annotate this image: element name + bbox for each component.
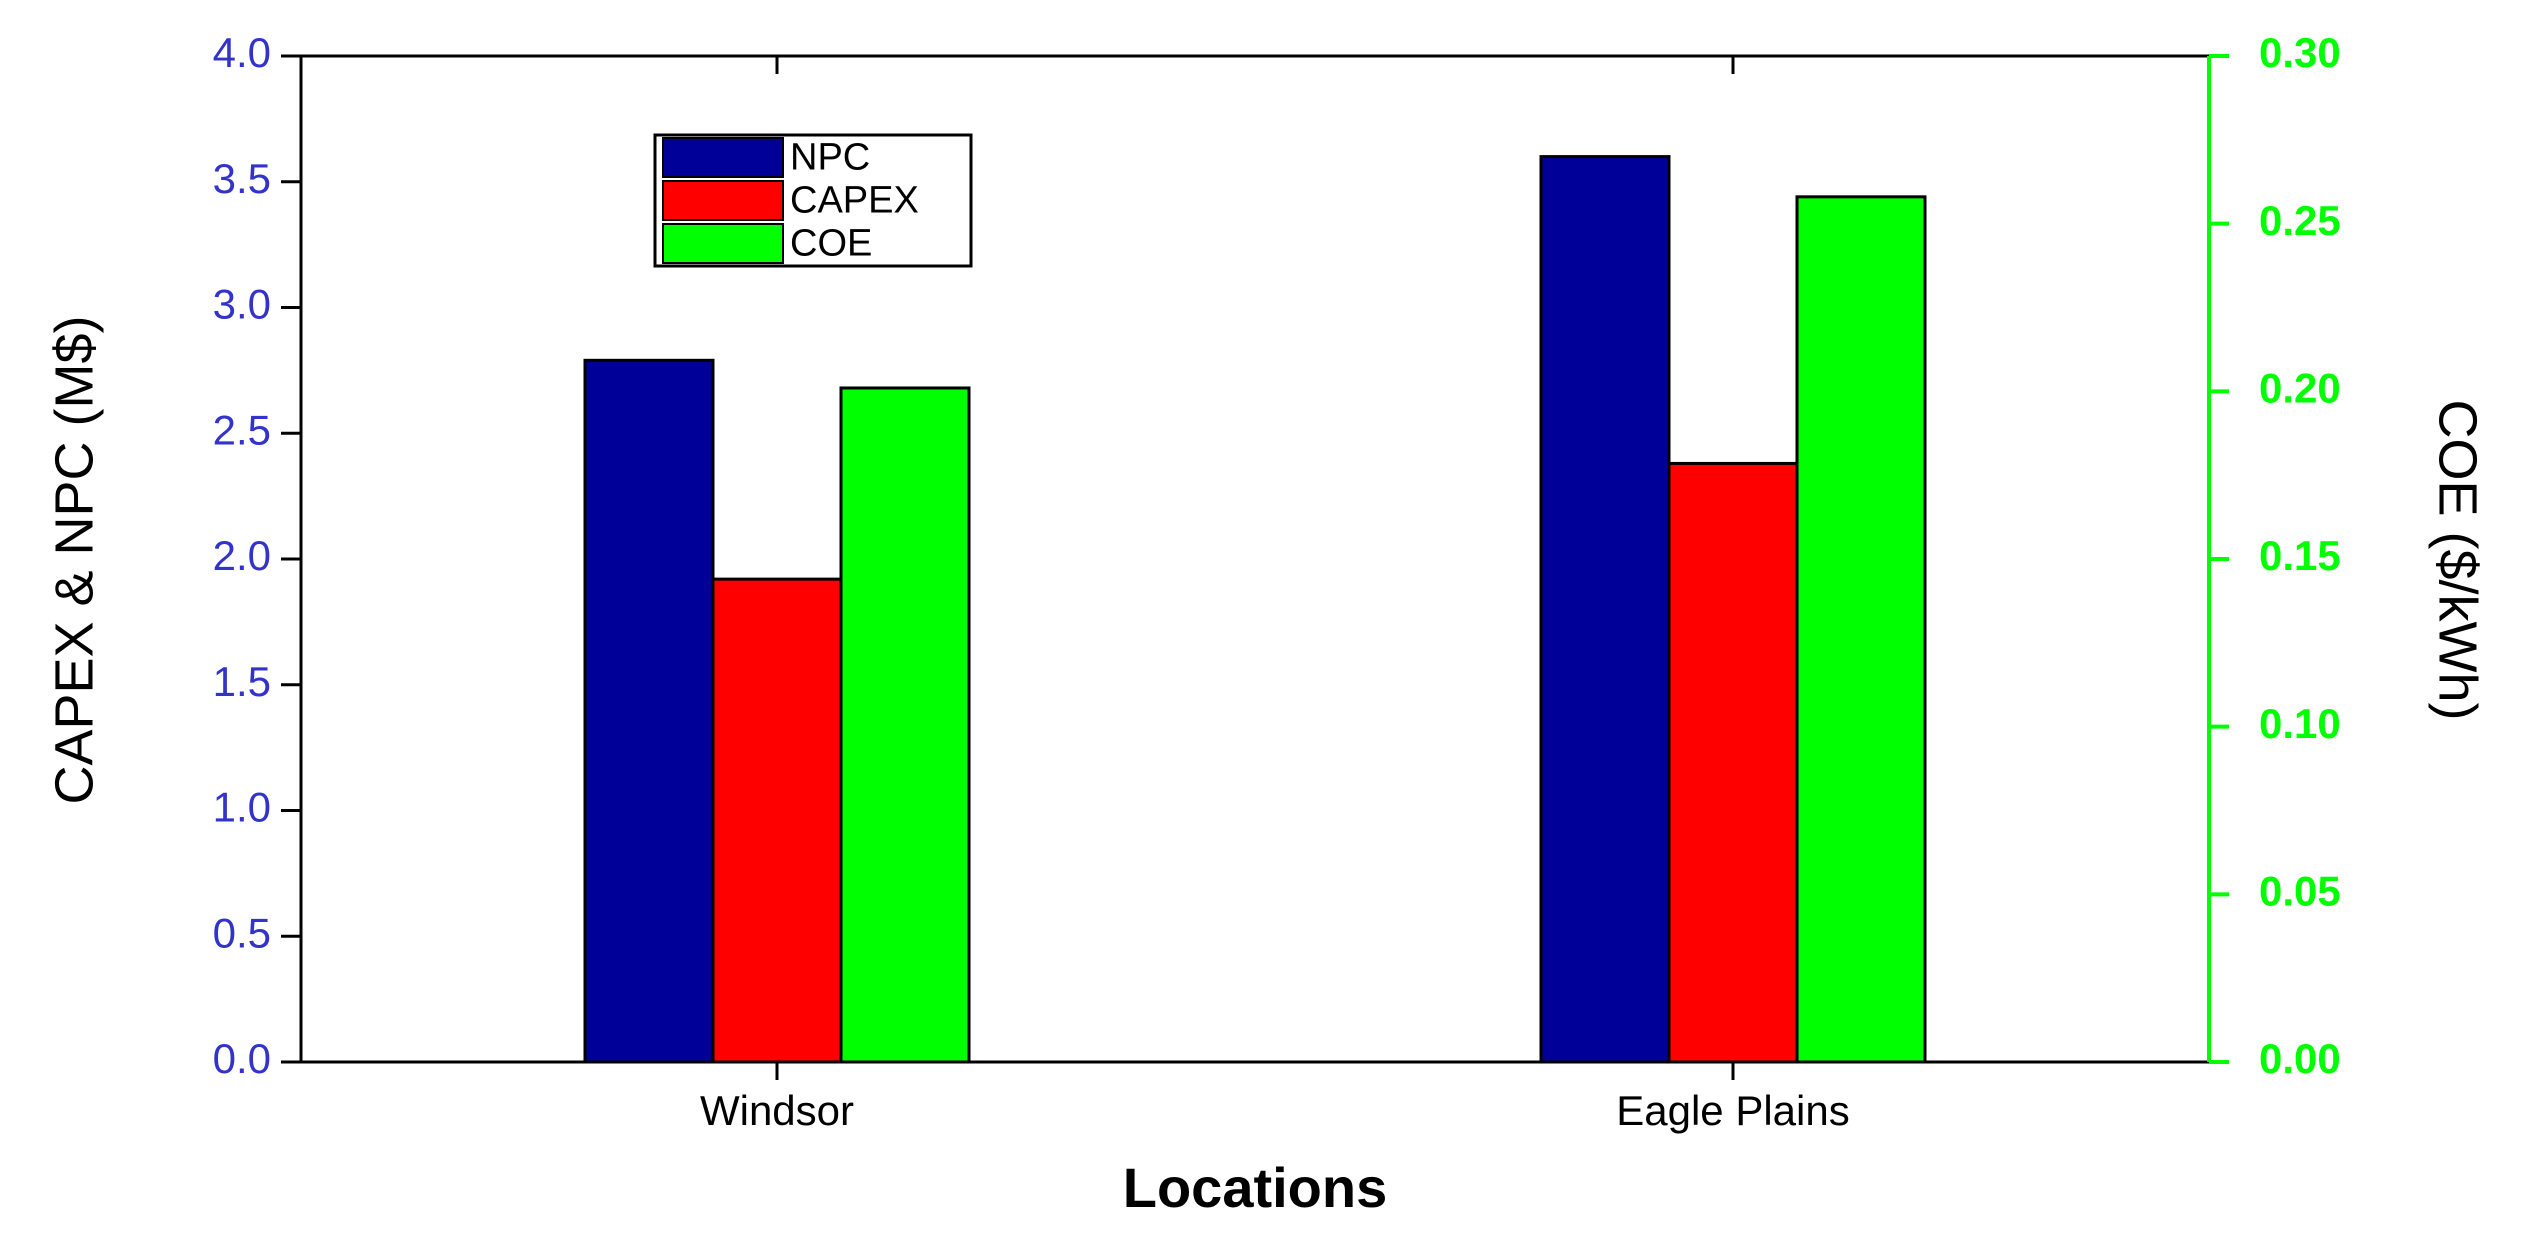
- y2-tick-label: 0.15: [2259, 532, 2341, 579]
- legend-swatch: [662, 180, 784, 221]
- y2-tick-label: 0.10: [2259, 700, 2341, 747]
- y2-axis-title: COE ($/kWh): [2428, 399, 2488, 720]
- x-tick-label: Eagle Plains: [1616, 1087, 1849, 1134]
- bar: [711, 577, 843, 1064]
- y2-tick-label: 0.00: [2259, 1035, 2341, 1082]
- y-tick-label: 3.5: [213, 155, 271, 202]
- y-tick-label: 0.0: [213, 1035, 271, 1082]
- y-tick-label: 2.5: [213, 406, 271, 453]
- legend-label: CAPEX: [790, 180, 919, 222]
- bar: [1795, 195, 1927, 1064]
- bar: [1667, 461, 1799, 1064]
- y2-tick-label: 0.20: [2259, 364, 2341, 411]
- legend-label: NPC: [790, 137, 870, 179]
- y2-tick-label: 0.30: [2259, 29, 2341, 76]
- x-axis-title: Locations: [1123, 1156, 1387, 1219]
- legend-swatch: [662, 223, 784, 264]
- bar: [1539, 155, 1671, 1064]
- legend-label: COE: [790, 223, 872, 265]
- bar: [839, 386, 971, 1064]
- y2-tick-label: 0.25: [2259, 197, 2341, 244]
- y2-tick-label: 0.05: [2259, 867, 2341, 914]
- bar: [583, 358, 715, 1064]
- x-tick-label: Windsor: [700, 1087, 854, 1134]
- y-tick-label: 2.0: [213, 532, 271, 579]
- y-tick-label: 3.0: [213, 281, 271, 328]
- y-tick-label: 4.0: [213, 29, 271, 76]
- legend-swatch: [662, 137, 784, 178]
- y-tick-label: 1.0: [213, 784, 271, 831]
- y-axis-title: CAPEX & NPC (M$): [44, 315, 104, 804]
- y-tick-label: 0.5: [213, 909, 271, 956]
- y-tick-label: 1.5: [213, 658, 271, 705]
